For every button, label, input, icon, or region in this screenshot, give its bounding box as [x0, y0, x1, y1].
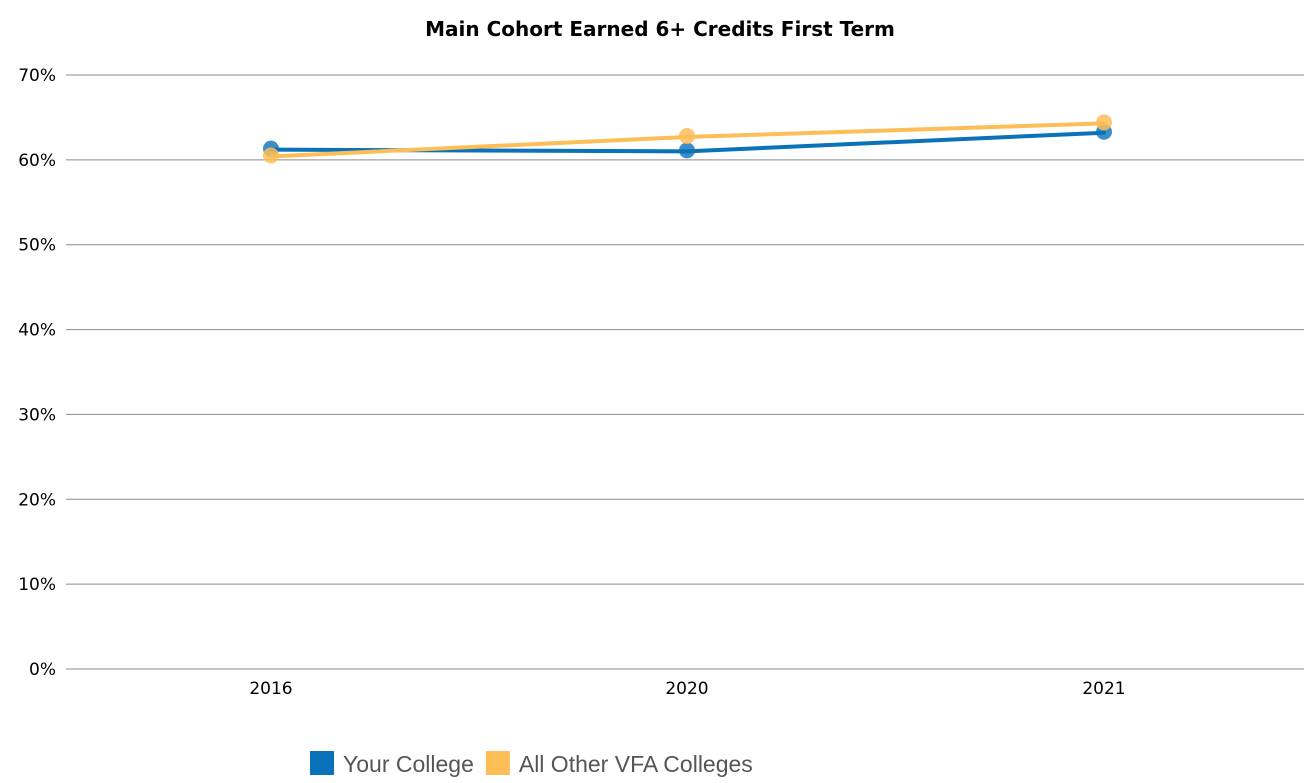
y-axis-tick-labels: 0% 10% 20% 30% 40% 50% 60% 70% — [18, 66, 56, 680]
y-tick-label: 70% — [18, 66, 56, 86]
y-tick-label: 60% — [18, 151, 56, 171]
legend-label: All Other VFA Colleges — [519, 751, 753, 777]
legend: Your College All Other VFA Colleges — [310, 751, 753, 777]
chart-title: Main Cohort Earned 6+ Credits First Term — [425, 17, 895, 41]
y-tick-label: 30% — [18, 405, 56, 425]
x-tick-label: 2021 — [1082, 679, 1125, 699]
x-tick-label: 2016 — [249, 679, 292, 699]
series-lines — [263, 114, 1112, 164]
legend-label: Your College — [343, 751, 474, 777]
gridlines — [66, 74, 1304, 670]
legend-swatch — [485, 751, 510, 775]
legend-item: Your College — [310, 751, 474, 777]
y-tick-label: 0% — [29, 660, 56, 680]
x-axis-tick-labels: 2016 2020 2021 — [249, 679, 1125, 699]
y-tick-label: 20% — [18, 490, 56, 510]
y-tick-label: 50% — [18, 236, 56, 256]
y-tick-label: 40% — [18, 321, 56, 341]
series-all-other-vfa-colleges — [263, 114, 1112, 164]
x-tick-label: 2020 — [665, 679, 708, 699]
y-tick-label: 10% — [18, 575, 56, 595]
legend-swatch — [310, 751, 334, 775]
series-line — [269, 121, 1106, 159]
legend-item: All Other VFA Colleges — [485, 751, 753, 777]
